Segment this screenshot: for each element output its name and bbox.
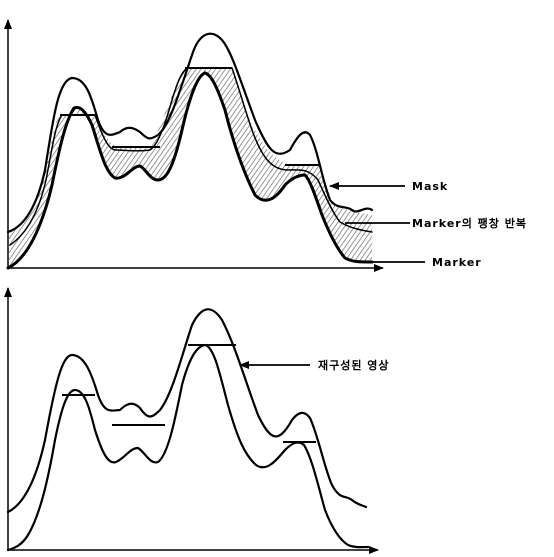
mask-curve [6,32,374,234]
reconstructed-curve [6,308,368,514]
dilation-curve [9,67,373,246]
bottom-panel: 재구성된 영상 [3,287,390,554]
mask-label: Mask [412,180,448,193]
marker-dilation-label: Marker의 팽창 반복 [412,216,527,230]
reconstructed-label: 재구성된 영상 [318,358,390,372]
marker-curve [6,71,374,270]
marker-label: Marker [432,256,482,269]
top-panel: Mask Marker의 팽창 반복 Marker [3,19,527,272]
original-image-curve [6,343,370,552]
dilation-hatch-region [8,68,372,268]
